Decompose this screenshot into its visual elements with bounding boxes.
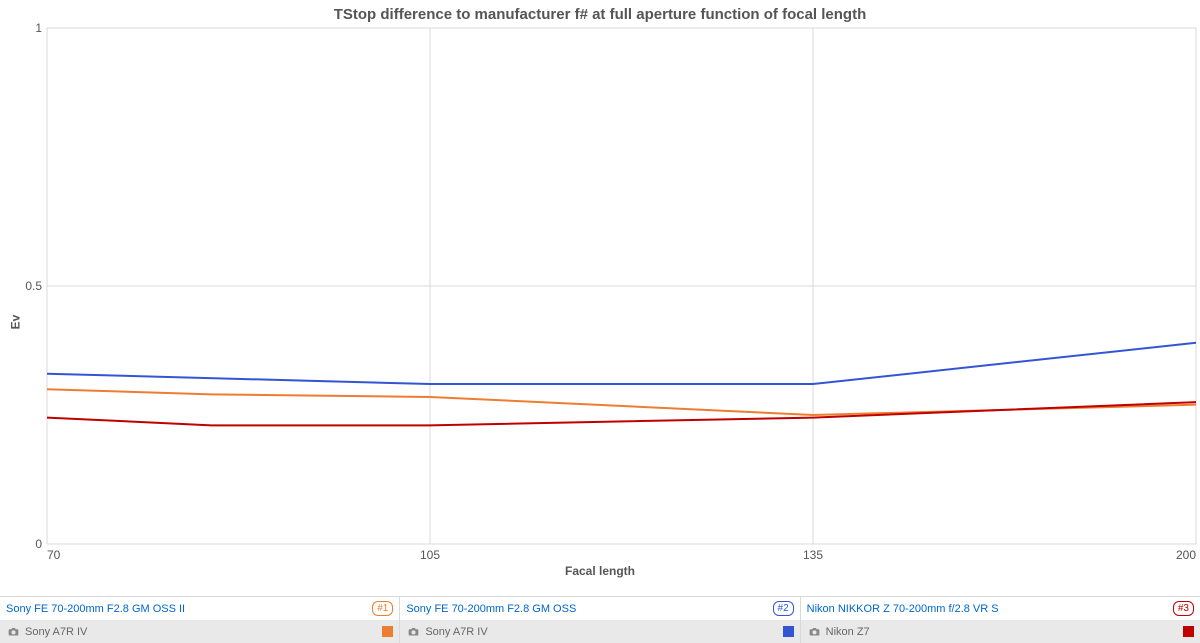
legend-color-swatch	[1183, 626, 1194, 637]
x-tick-label: 70	[47, 548, 60, 562]
y-tick-label: 0	[12, 537, 42, 551]
x-axis-label: Facal length	[0, 564, 1200, 578]
camera-icon	[406, 626, 421, 637]
chart-plot	[0, 0, 1200, 546]
legend-column: Nikon NIKKOR Z 70-200mm f/2.8 VR S#3Niko…	[800, 596, 1200, 643]
legend-color-swatch	[382, 626, 393, 637]
x-tick-label: 135	[803, 548, 823, 562]
legend-camera-row: Sony A7R IV	[400, 620, 799, 643]
legend-camera-link[interactable]: Nikon Z7	[826, 626, 1179, 638]
chart-container: TStop difference to manufacturer f# at f…	[0, 0, 1200, 643]
series-line	[47, 343, 1196, 384]
camera-icon	[6, 626, 21, 637]
legend-lens-row: Sony FE 70-200mm F2.8 GM OSS #2	[400, 597, 799, 620]
x-tick-label: 105	[420, 548, 440, 562]
legend-lens-link[interactable]: Sony FE 70-200mm F2.8 GM OSS	[406, 603, 768, 615]
legend-lens-link[interactable]: Nikon NIKKOR Z 70-200mm f/2.8 VR S	[807, 603, 1169, 615]
legend-camera-row: Sony A7R IV	[0, 620, 399, 643]
legend-lens-row: Nikon NIKKOR Z 70-200mm f/2.8 VR S #3	[801, 597, 1200, 620]
legend-camera-link[interactable]: Sony A7R IV	[425, 626, 778, 638]
legend-color-swatch	[783, 626, 794, 637]
legend-camera-link[interactable]: Sony A7R IV	[25, 626, 378, 638]
camera-icon	[807, 626, 822, 637]
legend-badge: #1	[372, 601, 393, 616]
legend: Sony FE 70-200mm F2.8 GM OSS II #1 Sony A7…	[0, 596, 1200, 643]
legend-column: Sony FE 70-200mm F2.8 GM OSS II #1 Sony A7…	[0, 596, 399, 643]
series-line	[47, 389, 1196, 415]
x-tick-label: 200	[1176, 548, 1196, 562]
legend-badge: #3	[1173, 601, 1194, 616]
legend-column: Sony FE 70-200mm F2.8 GM OSS #2 Sony A7R I…	[399, 596, 799, 643]
y-tick-label: 1	[12, 21, 42, 35]
legend-lens-row: Sony FE 70-200mm F2.8 GM OSS II #1	[0, 597, 399, 620]
legend-badge: #2	[773, 601, 794, 616]
y-tick-label: 0.5	[12, 279, 42, 293]
legend-camera-row: Nikon Z7	[801, 620, 1200, 643]
legend-lens-link[interactable]: Sony FE 70-200mm F2.8 GM OSS II	[6, 603, 368, 615]
